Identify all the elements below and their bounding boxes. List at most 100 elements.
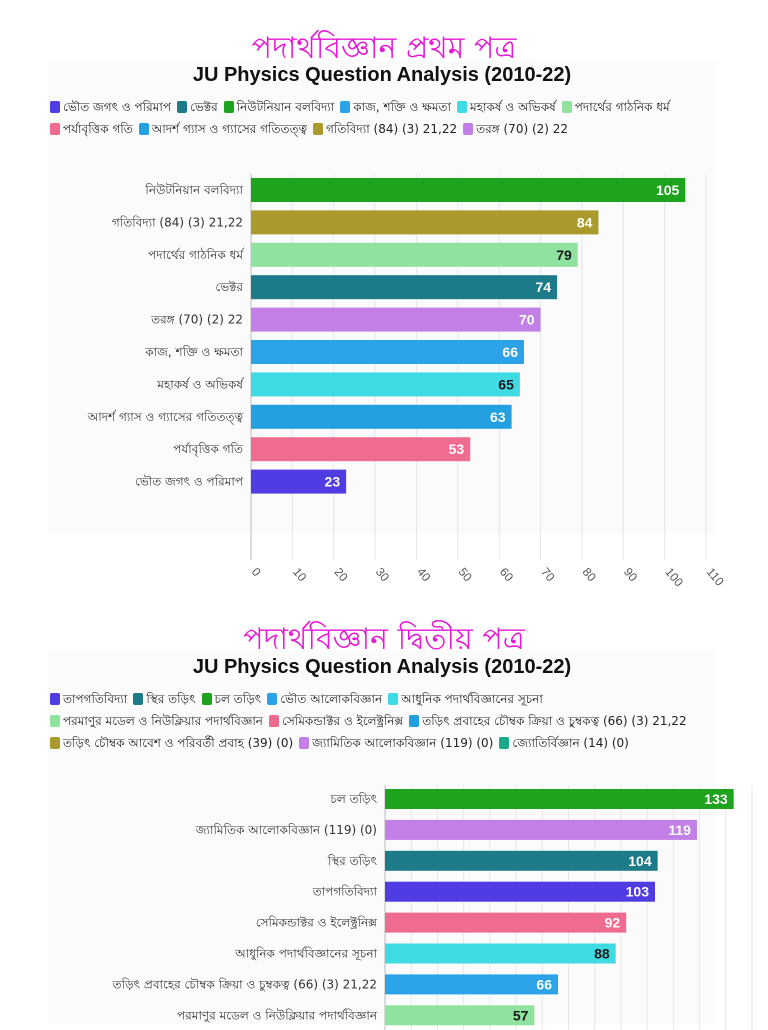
tick-label: 0 [249,565,264,579]
bar[interactable] [385,789,734,809]
bar[interactable] [385,881,656,902]
legend-swatch [268,715,279,727]
legend-label: জ্যোতির্বিজ্ঞান (14) (0) [512,736,629,750]
legend-item[interactable]: গতিবিদ্যা (84) (3) 21,22 [313,118,457,140]
chart-panel-2: JU Physics Question Analysis (2010-22) ত… [48,650,753,1030]
value-label: 119 [668,822,691,838]
legend-swatch [388,693,399,705]
legend-label: পরমাণুর মডেল ও নিউক্লিয়ার পদার্থবিজ্ঞান [63,714,263,728]
bar[interactable] [251,178,686,202]
legend-item[interactable]: পরমাণুর মডেল ও নিউক্লিয়ার পদার্থবিজ্ঞান [50,710,263,732]
legend-label: ভেক্টর [190,100,218,114]
legend-swatch [267,693,278,705]
bar[interactable] [251,340,524,364]
tick-label: 60 [497,565,517,584]
tick-label: 20 [331,565,351,584]
bar[interactable] [251,372,520,397]
bar[interactable] [251,404,512,429]
bar[interactable] [251,210,599,235]
legend-item[interactable]: নিউটনিয়ান বলবিদ্যা [223,96,335,118]
value-label: 88 [594,946,610,962]
bar[interactable] [251,307,541,332]
category-label: সেমিকন্ডাক্টর ও ইলেক্ট্রনিক্স [256,916,377,930]
legend-item[interactable]: ভৌত আলোকবিজ্ঞান [267,688,382,710]
value-label: 74 [536,279,552,295]
bar[interactable] [385,850,658,871]
legend-item[interactable]: তরঙ্গ (70) (2) 22 [463,118,568,140]
legend-label: আধুনিক পদার্থবিজ্ঞানের সূচনা [401,692,543,706]
legend-label: পদার্থের গাঠনিক ধর্ম [574,100,670,114]
legend-label: কাজ, শক্তি ও ক্ষমতা [353,100,452,114]
legend-item[interactable]: জ্যোতির্বিজ্ঞান (14) (0) [499,732,629,754]
chart-legend: ভৌত জগৎ ও পরিমাপ ভেক্টর নিউটনিয়ান বলবিদ্য… [50,96,718,140]
chart-title: JU Physics Question Analysis (2010-22) [192,64,572,86]
value-label: 66 [536,976,552,992]
legend-item[interactable]: তড়িৎ প্রবাহের চৌম্বক ক্রিয়া ও চুম্বকত্… [409,710,687,732]
bar-chart: চল তড়িৎ 133 জ্যামিতিক আলোকবিজ্ঞান (119) (… [112,785,753,1030]
legend-item[interactable]: আদর্শ গ্যাস ও গ্যাসের গতিতত্ত্ব [138,118,308,140]
legend-item[interactable]: স্থির তড়িৎ [133,688,196,710]
category-label: ভেক্টর [215,280,243,294]
value-label: 57 [513,1007,529,1023]
tick-label: 50 [456,565,476,584]
legend-swatch [133,693,144,705]
legend-item[interactable]: পদার্থের গাঠনিক ধর্ম [561,96,670,118]
legend-item[interactable]: কাজ, শক্তি ও ক্ষমতা [340,96,451,118]
tick-label: 70 [538,565,558,584]
legend-item[interactable]: তাপগতিবিদ্যা [50,688,127,710]
chart-panel-1: JU Physics Question Analysis (2010-22) ভ… [48,60,727,590]
value-label: 65 [498,376,514,392]
legend-label: তড়িৎ প্রবাহের চৌম্বক ক্রিয়া ও চুম্বকত্… [422,714,687,728]
legend-item[interactable]: আধুনিক পদার্থবিজ্ঞানের সূচনা [388,688,543,710]
bar[interactable] [385,912,627,933]
legend-label: সেমিকন্ডাক্টর ও ইলেক্ট্রনিক্স [281,714,404,728]
category-label: চল তড়িৎ [329,792,377,806]
value-label: 53 [449,441,465,457]
value-label: 63 [490,409,506,425]
legend-label: ভৌত জগৎ ও পরিমাপ [63,100,172,114]
legend-label: তরঙ্গ (70) (2) 22 [476,122,569,136]
legend-item[interactable]: পর্যাবৃত্তিক গতি [50,118,133,140]
bar[interactable] [385,819,697,840]
legend-swatch [50,715,60,727]
bar[interactable] [251,437,471,462]
legend-swatch [177,101,188,113]
category-label: তাপগতিবিদ্যা [312,885,378,899]
bar[interactable] [385,974,559,995]
legend-swatch [340,101,351,113]
legend-swatch [463,123,474,135]
category-label: আধুনিক পদার্থবিজ্ঞানের সূচনা [234,947,377,962]
legend-swatch [201,693,212,705]
legend-item[interactable]: তড়িৎ চৌম্বক আবেশ ও পরিবর্তী প্রবাহ (39)… [50,732,293,754]
bar[interactable] [251,469,347,494]
legend-swatch [561,101,572,113]
legend-label: পর্যাবৃত্তিক গতি [63,122,133,136]
value-label: 103 [626,884,650,900]
legend-swatch [50,123,60,135]
legend-swatch [299,737,310,749]
legend-item[interactable]: চল তড়িৎ [201,688,262,710]
legend-label: চল তড়িৎ [214,692,262,706]
legend-label: স্থির তড়িৎ [146,692,196,706]
legend-label: ভৌত আলোকবিজ্ঞান [280,692,383,706]
legend-item[interactable]: সেমিকন্ডাক্টর ও ইলেক্ট্রনিক্স [268,710,404,732]
legend-label: তড়িৎ চৌম্বক আবেশ ও পরিবর্তী প্রবাহ (39)… [63,736,294,750]
value-label: 70 [519,312,535,328]
category-label: আদর্শ গ্যাস ও গ্যাসের গতিতত্ত্ব [87,410,244,425]
legend-label: আদর্শ গ্যাস ও গ্যাসের গতিতত্ত্ব [151,122,308,136]
legend-item[interactable]: ভৌত জগৎ ও পরিমাপ [50,96,171,118]
tick-label: 10 [290,565,310,584]
legend-label: নিউটনিয়ান বলবিদ্যা [236,100,335,114]
bar[interactable] [385,1005,535,1026]
legend-item[interactable]: ভেক্টর [177,96,218,118]
legend-swatch [457,101,468,113]
legend-item[interactable]: মহাকর্ষ ও অভিকর্ষ [457,96,556,118]
legend-swatch [223,101,234,113]
tick-label: 100 [662,565,686,590]
bar[interactable] [251,275,558,300]
legend-label: জ্যামিতিক আলোকবিজ্ঞান (119) (0) [312,736,494,750]
legend-item[interactable]: জ্যামিতিক আলোকবিজ্ঞান (119) (0) [299,732,493,754]
bar[interactable] [251,242,578,267]
bar[interactable] [385,943,616,964]
legend-swatch [138,123,149,135]
